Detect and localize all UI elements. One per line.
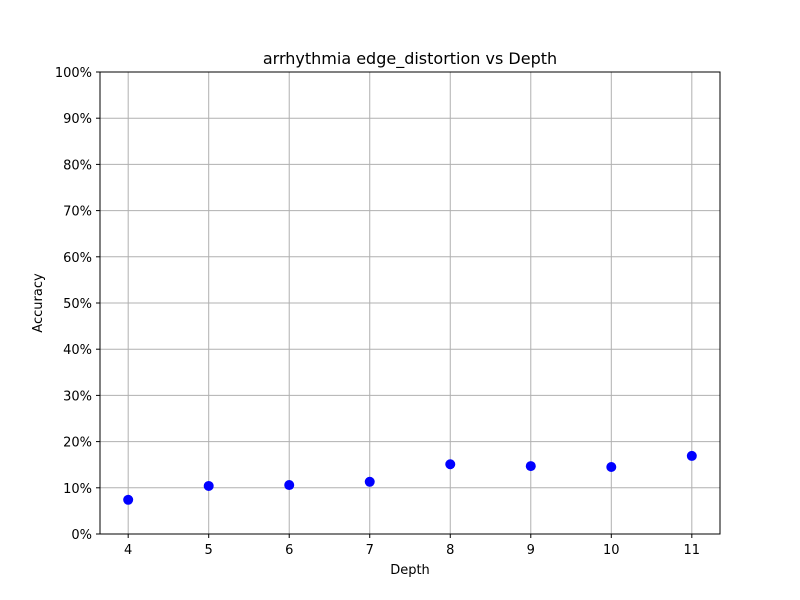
y-tick-label: 0%	[71, 528, 92, 543]
y-tick-label: 80%	[63, 158, 92, 173]
y-tick-label: 90%	[63, 112, 92, 127]
grid-lines	[100, 71, 720, 535]
y-tick-label: 70%	[63, 205, 92, 220]
y-axis-label: Accuracy	[31, 273, 46, 333]
data-point	[203, 480, 214, 491]
y-tick-label: 20%	[63, 436, 92, 451]
data-point	[525, 461, 536, 472]
axis-ticks: 4 5 6 7 8 9 10 11 0% 10% 20% 30% 40% 50% 60% 70% 80% 90% 1…	[55, 66, 700, 558]
data-point	[445, 459, 456, 470]
x-tick-label: 6	[285, 543, 293, 558]
chart-title: arrhythmia edge_distortion vs Depth	[263, 49, 557, 69]
data-point	[364, 476, 375, 487]
x-tick-label: 11	[684, 543, 701, 558]
y-tick-label: 40%	[63, 343, 92, 358]
x-axis-label: Depth	[390, 563, 430, 578]
data-point	[284, 480, 295, 491]
x-tick-label: 10	[603, 543, 620, 558]
y-tick-label: 10%	[63, 482, 92, 497]
x-tick-label: 4	[124, 543, 132, 558]
y-tick-label: 50%	[63, 297, 92, 312]
data-point	[606, 462, 617, 473]
y-tick-label: 100%	[55, 66, 92, 81]
data-point	[123, 494, 134, 505]
x-tick-label: 5	[205, 543, 213, 558]
y-tick-label: 30%	[63, 389, 92, 404]
y-tick-label: 60%	[63, 251, 92, 266]
x-tick-label: 8	[446, 543, 454, 558]
x-tick-label: 9	[527, 543, 535, 558]
data-points	[123, 450, 697, 505]
data-point	[686, 450, 697, 461]
x-tick-label: 7	[366, 543, 374, 558]
